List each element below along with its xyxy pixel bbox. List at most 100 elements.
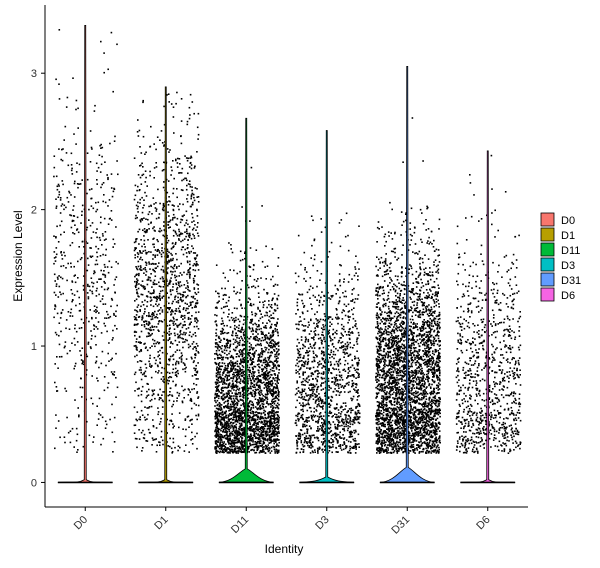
data-point: [220, 307, 223, 310]
data-point: [176, 326, 179, 328]
data-point: [338, 273, 341, 275]
data-point: [187, 172, 189, 175]
data-point: [260, 427, 263, 429]
data-point: [139, 258, 141, 260]
data-point: [267, 362, 269, 364]
data-point: [249, 369, 251, 372]
data-point: [270, 373, 272, 376]
data-point: [236, 365, 239, 368]
data-point: [249, 442, 251, 445]
data-point: [218, 346, 221, 348]
data-point: [168, 281, 171, 284]
data-point: [149, 363, 151, 365]
data-point: [277, 375, 279, 378]
data-point: [218, 447, 221, 450]
data-point: [252, 323, 254, 326]
data-point: [73, 367, 75, 370]
data-point: [150, 318, 153, 321]
data-point: [137, 265, 140, 268]
data-point: [197, 311, 200, 313]
data-point: [181, 385, 183, 388]
data-point: [229, 425, 231, 427]
data-point: [193, 196, 195, 199]
data-point: [230, 377, 233, 379]
data-point: [174, 230, 177, 233]
data-point: [150, 366, 152, 368]
data-point: [219, 433, 221, 436]
data-point: [257, 416, 259, 419]
data-point: [150, 329, 153, 331]
data-point: [137, 304, 140, 306]
data-point: [223, 370, 225, 373]
data-point: [80, 318, 83, 321]
data-point: [196, 215, 199, 217]
data-point: [92, 207, 95, 210]
data-point: [191, 418, 193, 421]
data-point: [195, 367, 197, 370]
data-point: [153, 438, 156, 441]
data-point: [242, 339, 244, 342]
data-point: [266, 392, 269, 395]
data-point: [273, 448, 276, 451]
data-point: [227, 418, 230, 421]
data-point: [72, 77, 74, 79]
data-point: [153, 339, 156, 342]
data-point: [241, 441, 244, 443]
data-point: [190, 335, 193, 338]
data-point: [182, 362, 185, 364]
data-point: [316, 394, 318, 397]
data-point: [240, 328, 243, 331]
data-point: [227, 424, 230, 426]
data-point: [100, 186, 102, 189]
data-point: [321, 378, 324, 380]
data-point: [266, 370, 268, 372]
data-point: [91, 222, 94, 224]
data-point: [308, 416, 310, 419]
data-point: [303, 398, 305, 401]
data-point: [174, 310, 177, 312]
data-point: [264, 346, 266, 349]
data-point: [197, 345, 199, 347]
data-point: [222, 398, 224, 400]
data-point: [103, 288, 106, 291]
data-point: [231, 395, 233, 397]
data-point: [186, 159, 189, 162]
data-point: [255, 445, 257, 448]
data-point: [264, 420, 267, 422]
data-point: [243, 429, 246, 432]
data-point: [141, 245, 143, 248]
data-point: [251, 393, 253, 396]
data-point: [170, 252, 172, 255]
data-point: [234, 375, 236, 377]
data-point: [251, 429, 253, 431]
data-point: [149, 400, 152, 402]
data-point: [168, 423, 171, 426]
data-point: [97, 418, 100, 420]
data-point: [146, 335, 148, 338]
data-point: [242, 349, 245, 351]
data-point: [312, 419, 314, 421]
data-point: [269, 415, 272, 418]
data-point: [170, 247, 173, 250]
data-point: [82, 361, 84, 363]
data-point: [299, 360, 301, 362]
data-point: [86, 226, 89, 229]
data-point: [274, 452, 276, 454]
data-point: [349, 421, 351, 423]
data-point: [99, 171, 102, 173]
data-point: [273, 446, 276, 448]
data-point: [217, 363, 220, 365]
data-point: [269, 411, 271, 413]
data-point: [73, 233, 76, 235]
data-point: [243, 358, 245, 361]
data-point: [231, 426, 233, 428]
data-point: [347, 362, 349, 365]
data-point: [277, 382, 279, 384]
data-point: [229, 340, 232, 343]
data-point: [145, 264, 148, 266]
data-point: [256, 325, 259, 328]
data-point: [243, 382, 245, 384]
data-point: [140, 431, 143, 434]
data-point: [166, 325, 169, 327]
data-point: [236, 404, 239, 406]
